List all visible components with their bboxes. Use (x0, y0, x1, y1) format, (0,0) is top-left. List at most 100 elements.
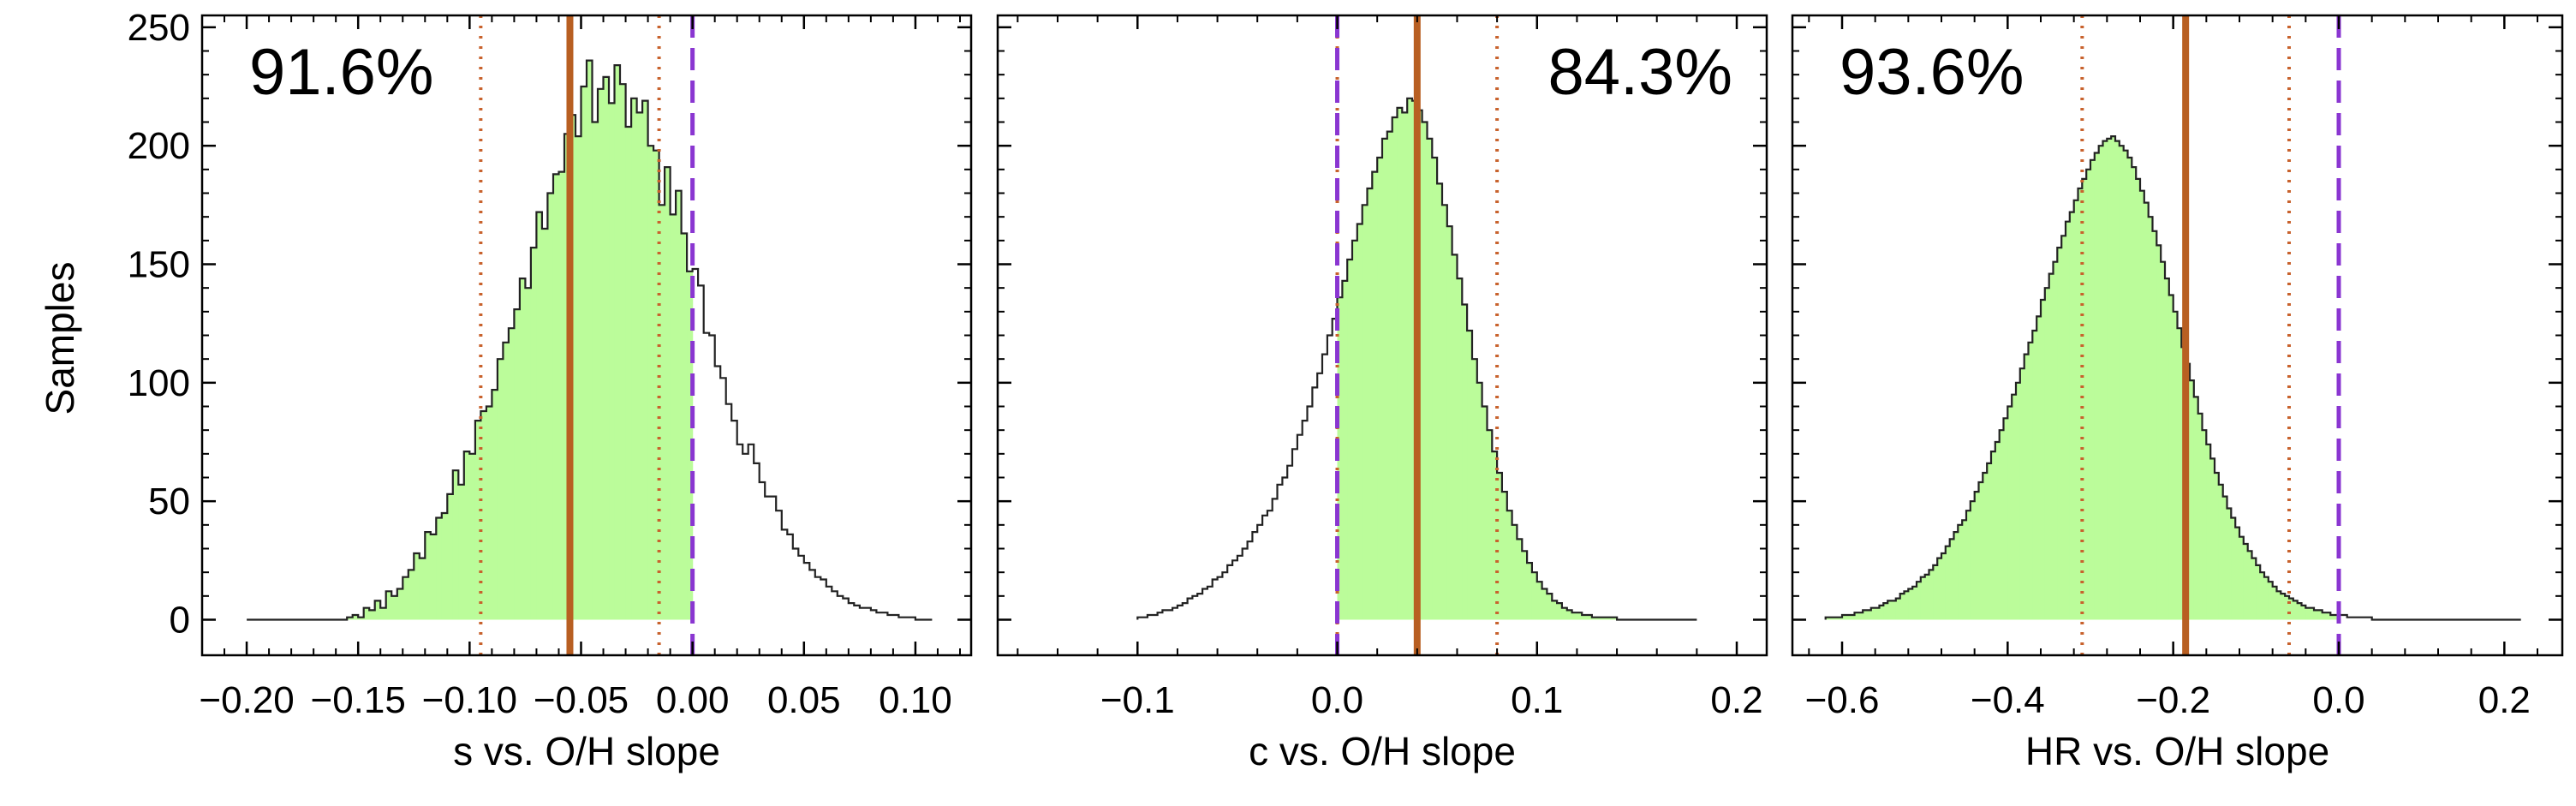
histogram-bar (452, 470, 459, 620)
histogram-bar (1492, 451, 1498, 620)
histogram-bar (2239, 536, 2245, 620)
histogram-bar (2289, 598, 2294, 620)
histogram-bar (2165, 278, 2170, 620)
histogram-bar (458, 484, 465, 620)
histogram-bar (2111, 136, 2116, 620)
histogram-outline (247, 59, 933, 621)
histogram-bar (2285, 595, 2290, 620)
y-tick-label: 100 (128, 362, 190, 404)
histogram-bar (486, 406, 492, 620)
x-tick-label: −0.05 (534, 679, 629, 721)
histogram-bar (347, 617, 354, 620)
histogram-bar (447, 493, 454, 620)
histogram-bar (1501, 492, 1508, 620)
histogram-bar (1342, 280, 1348, 620)
histogram-bar (1422, 122, 1428, 620)
histogram-bar (2066, 221, 2071, 620)
histogram-bar (1577, 612, 1583, 620)
y-tick-label: 250 (128, 7, 190, 49)
histogram-bar (2301, 605, 2306, 620)
histogram-outline (1136, 97, 1697, 621)
histogram-bar (2215, 472, 2220, 620)
histogram-bar (670, 214, 677, 620)
histogram-bar (1867, 610, 1872, 620)
histogram-bar (402, 576, 409, 620)
histogram-bar (2222, 496, 2228, 620)
histogram-bar (1457, 278, 1463, 620)
histogram-bar (1895, 598, 1901, 620)
histogram-bar (1517, 539, 1523, 620)
histogram-shaded-region (1825, 136, 2340, 620)
histogram-bar (598, 88, 605, 620)
x-tick-label: −0.4 (1971, 679, 2045, 721)
histogram-bar (1441, 205, 1448, 620)
histogram-bar (1552, 600, 1558, 620)
histogram-bar (636, 112, 643, 620)
histogram-bar (1471, 359, 1478, 620)
histogram-bar (2057, 248, 2062, 620)
histogram-bar (1920, 576, 1926, 620)
histogram-bar (1962, 520, 1967, 620)
histogram-bar (2293, 600, 2299, 620)
histogram-bar (2322, 612, 2328, 620)
histogram-bar (1974, 492, 1980, 620)
histogram-bar (2123, 150, 2129, 620)
histogram-bar (2041, 300, 2046, 620)
histogram-bar (1392, 116, 1398, 620)
histogram-bar (1506, 510, 1513, 620)
histogram-bar (1547, 594, 1553, 620)
histogram-bar (659, 205, 665, 620)
histogram-bar (676, 190, 683, 620)
histogram-bar (1587, 614, 1593, 620)
histogram-bar (1929, 570, 1934, 620)
histogram-bar (609, 103, 616, 620)
histogram-bar (436, 517, 443, 620)
histogram-bar (2119, 146, 2125, 620)
histogram-bar (2202, 430, 2207, 620)
histogram-bar (2161, 261, 2166, 620)
histogram-bar (2173, 311, 2179, 620)
histogram-bar (2210, 458, 2215, 620)
histogram-bar (1858, 612, 1863, 620)
histogram-bar (1432, 158, 1438, 620)
histogram-bar (1527, 563, 1533, 620)
histogram-bar (1467, 330, 1473, 620)
histogram-bar (2140, 190, 2145, 620)
histogram-bar (2048, 273, 2054, 620)
histogram-bar (1941, 553, 1947, 620)
histogram-bar (2156, 245, 2162, 620)
histogram-bar (441, 513, 448, 620)
histogram-bar (1991, 451, 1996, 620)
y-tick-label: 150 (128, 244, 190, 286)
histogram-bar (1966, 510, 1971, 620)
x-tick-label: 0.00 (656, 679, 730, 721)
histogram-bar (1601, 617, 1608, 620)
y-tick-label: 0 (170, 600, 190, 642)
histogram-bar (1561, 607, 1568, 620)
x-tick-label: −0.20 (199, 679, 294, 721)
histogram-bar (2326, 612, 2331, 620)
histogram-bar (1352, 240, 1358, 620)
histogram-bar (2227, 508, 2232, 620)
histogram-bar (1566, 610, 1573, 620)
histogram-bar (547, 193, 554, 620)
histogram-bar (530, 248, 538, 620)
histogram-bar (480, 411, 487, 620)
histogram-bar (552, 174, 560, 620)
histogram-bar (2044, 288, 2050, 620)
histogram-bar (519, 278, 527, 620)
histogram-bar (2247, 551, 2253, 620)
histogram-bar (2028, 342, 2033, 620)
histogram-bar (1949, 539, 1955, 620)
histogram-bar (1917, 582, 1922, 620)
histogram-bar (1875, 607, 1881, 620)
histogram-bar (1386, 131, 1393, 620)
histogram-bar (642, 100, 649, 620)
histogram-bar (581, 87, 587, 620)
histogram-bar (2281, 594, 2286, 620)
x-axis-label: HR vs. O/H slope (2025, 729, 2329, 773)
histogram-bar (1446, 226, 1453, 620)
histogram-bar (525, 288, 532, 620)
histogram-bar (1945, 546, 1951, 620)
histogram-bar (603, 76, 610, 620)
